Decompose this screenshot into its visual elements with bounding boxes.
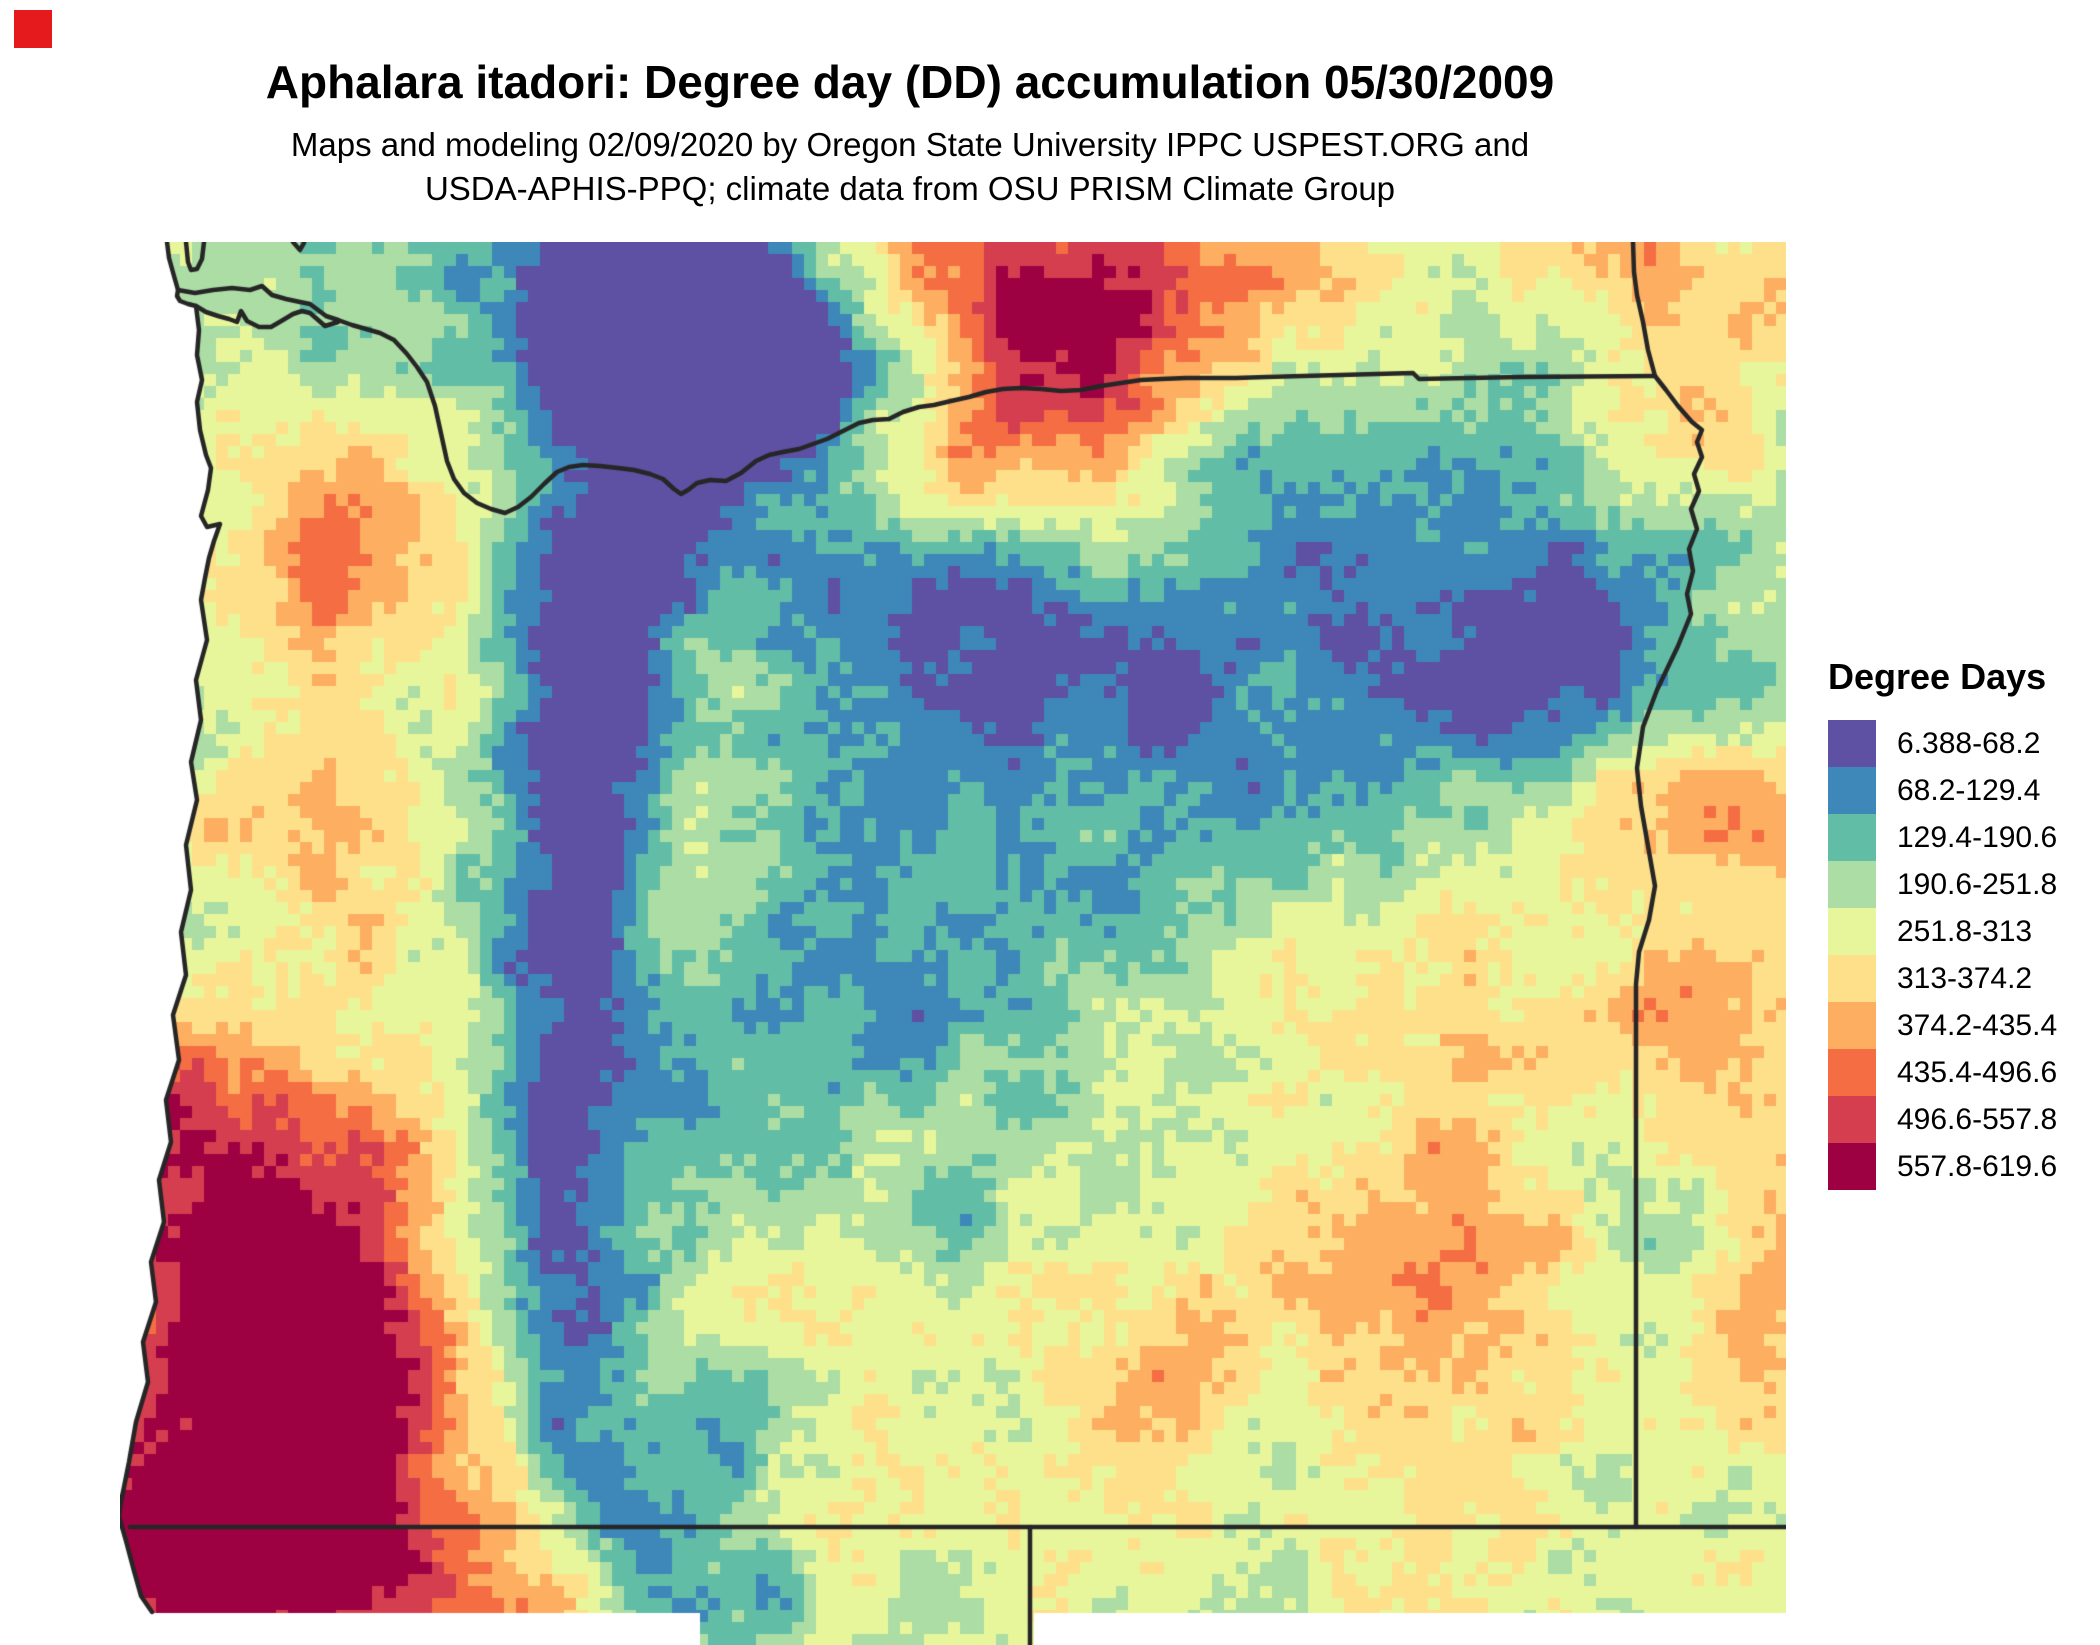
legend-item: 68.2-129.4	[1828, 767, 2057, 814]
legend-swatch	[1828, 955, 1876, 1002]
legend-item: 6.388-68.2	[1828, 720, 2057, 767]
page-subtitle: Maps and modeling 02/09/2020 by Oregon S…	[60, 123, 1760, 211]
degree-day-raster-canvas	[120, 242, 1786, 1645]
legend-label: 496.6-557.8	[1897, 1102, 2058, 1136]
raster-map	[120, 242, 1786, 1645]
subtitle-line-1: Maps and modeling 02/09/2020 by Oregon S…	[290, 125, 1530, 163]
legend-label: 435.4-496.6	[1897, 1055, 2058, 1089]
legend-item: 251.8-313	[1828, 908, 2057, 955]
page-title: Aphalara itadori: Degree day (DD) accumu…	[265, 56, 1555, 108]
legend-label: 313-374.2	[1897, 961, 2033, 995]
legend-item: 435.4-496.6	[1828, 1049, 2057, 1096]
legend-swatch	[1828, 908, 1876, 955]
legend-swatch	[1828, 1096, 1876, 1143]
legend-label: 68.2-129.4	[1897, 773, 2041, 807]
map-header: Aphalara itadori: Degree day (DD) accumu…	[60, 0, 1760, 211]
legend: Degree Days 6.388-68.2 68.2-129.4 129.4-19…	[1828, 656, 2057, 1190]
subtitle-line-2: USDA-APHIS-PPQ; climate data from OSU PR…	[424, 169, 1396, 207]
legend-item: 313-374.2	[1828, 955, 2057, 1002]
legend-label: 129.4-190.6	[1897, 820, 2058, 854]
legend-item: 496.6-557.8	[1828, 1096, 2057, 1143]
legend-label: 6.388-68.2	[1897, 726, 2041, 760]
legend-title: Degree Days	[1828, 656, 2047, 697]
legend-label: 557.8-619.6	[1897, 1149, 2058, 1183]
legend-label: 374.2-435.4	[1897, 1008, 2058, 1042]
legend-item: 129.4-190.6	[1828, 814, 2057, 861]
legend-rows: 6.388-68.2 68.2-129.4 129.4-190.6 190.6-251…	[1828, 720, 2057, 1190]
legend-item: 190.6-251.8	[1828, 861, 2057, 908]
legend-swatch	[1828, 861, 1876, 908]
legend-label: 251.8-313	[1897, 914, 2033, 948]
legend-swatch	[1828, 1143, 1876, 1190]
legend-swatch	[1828, 1049, 1876, 1096]
legend-swatch	[1828, 767, 1876, 814]
legend-swatch	[1828, 720, 1876, 767]
legend-swatch	[1828, 1002, 1876, 1049]
legend-swatch	[1828, 814, 1876, 861]
legend-item: 557.8-619.6	[1828, 1143, 2057, 1190]
red-square-marker	[14, 10, 52, 48]
legend-item: 374.2-435.4	[1828, 1002, 2057, 1049]
legend-label: 190.6-251.8	[1897, 867, 2058, 901]
